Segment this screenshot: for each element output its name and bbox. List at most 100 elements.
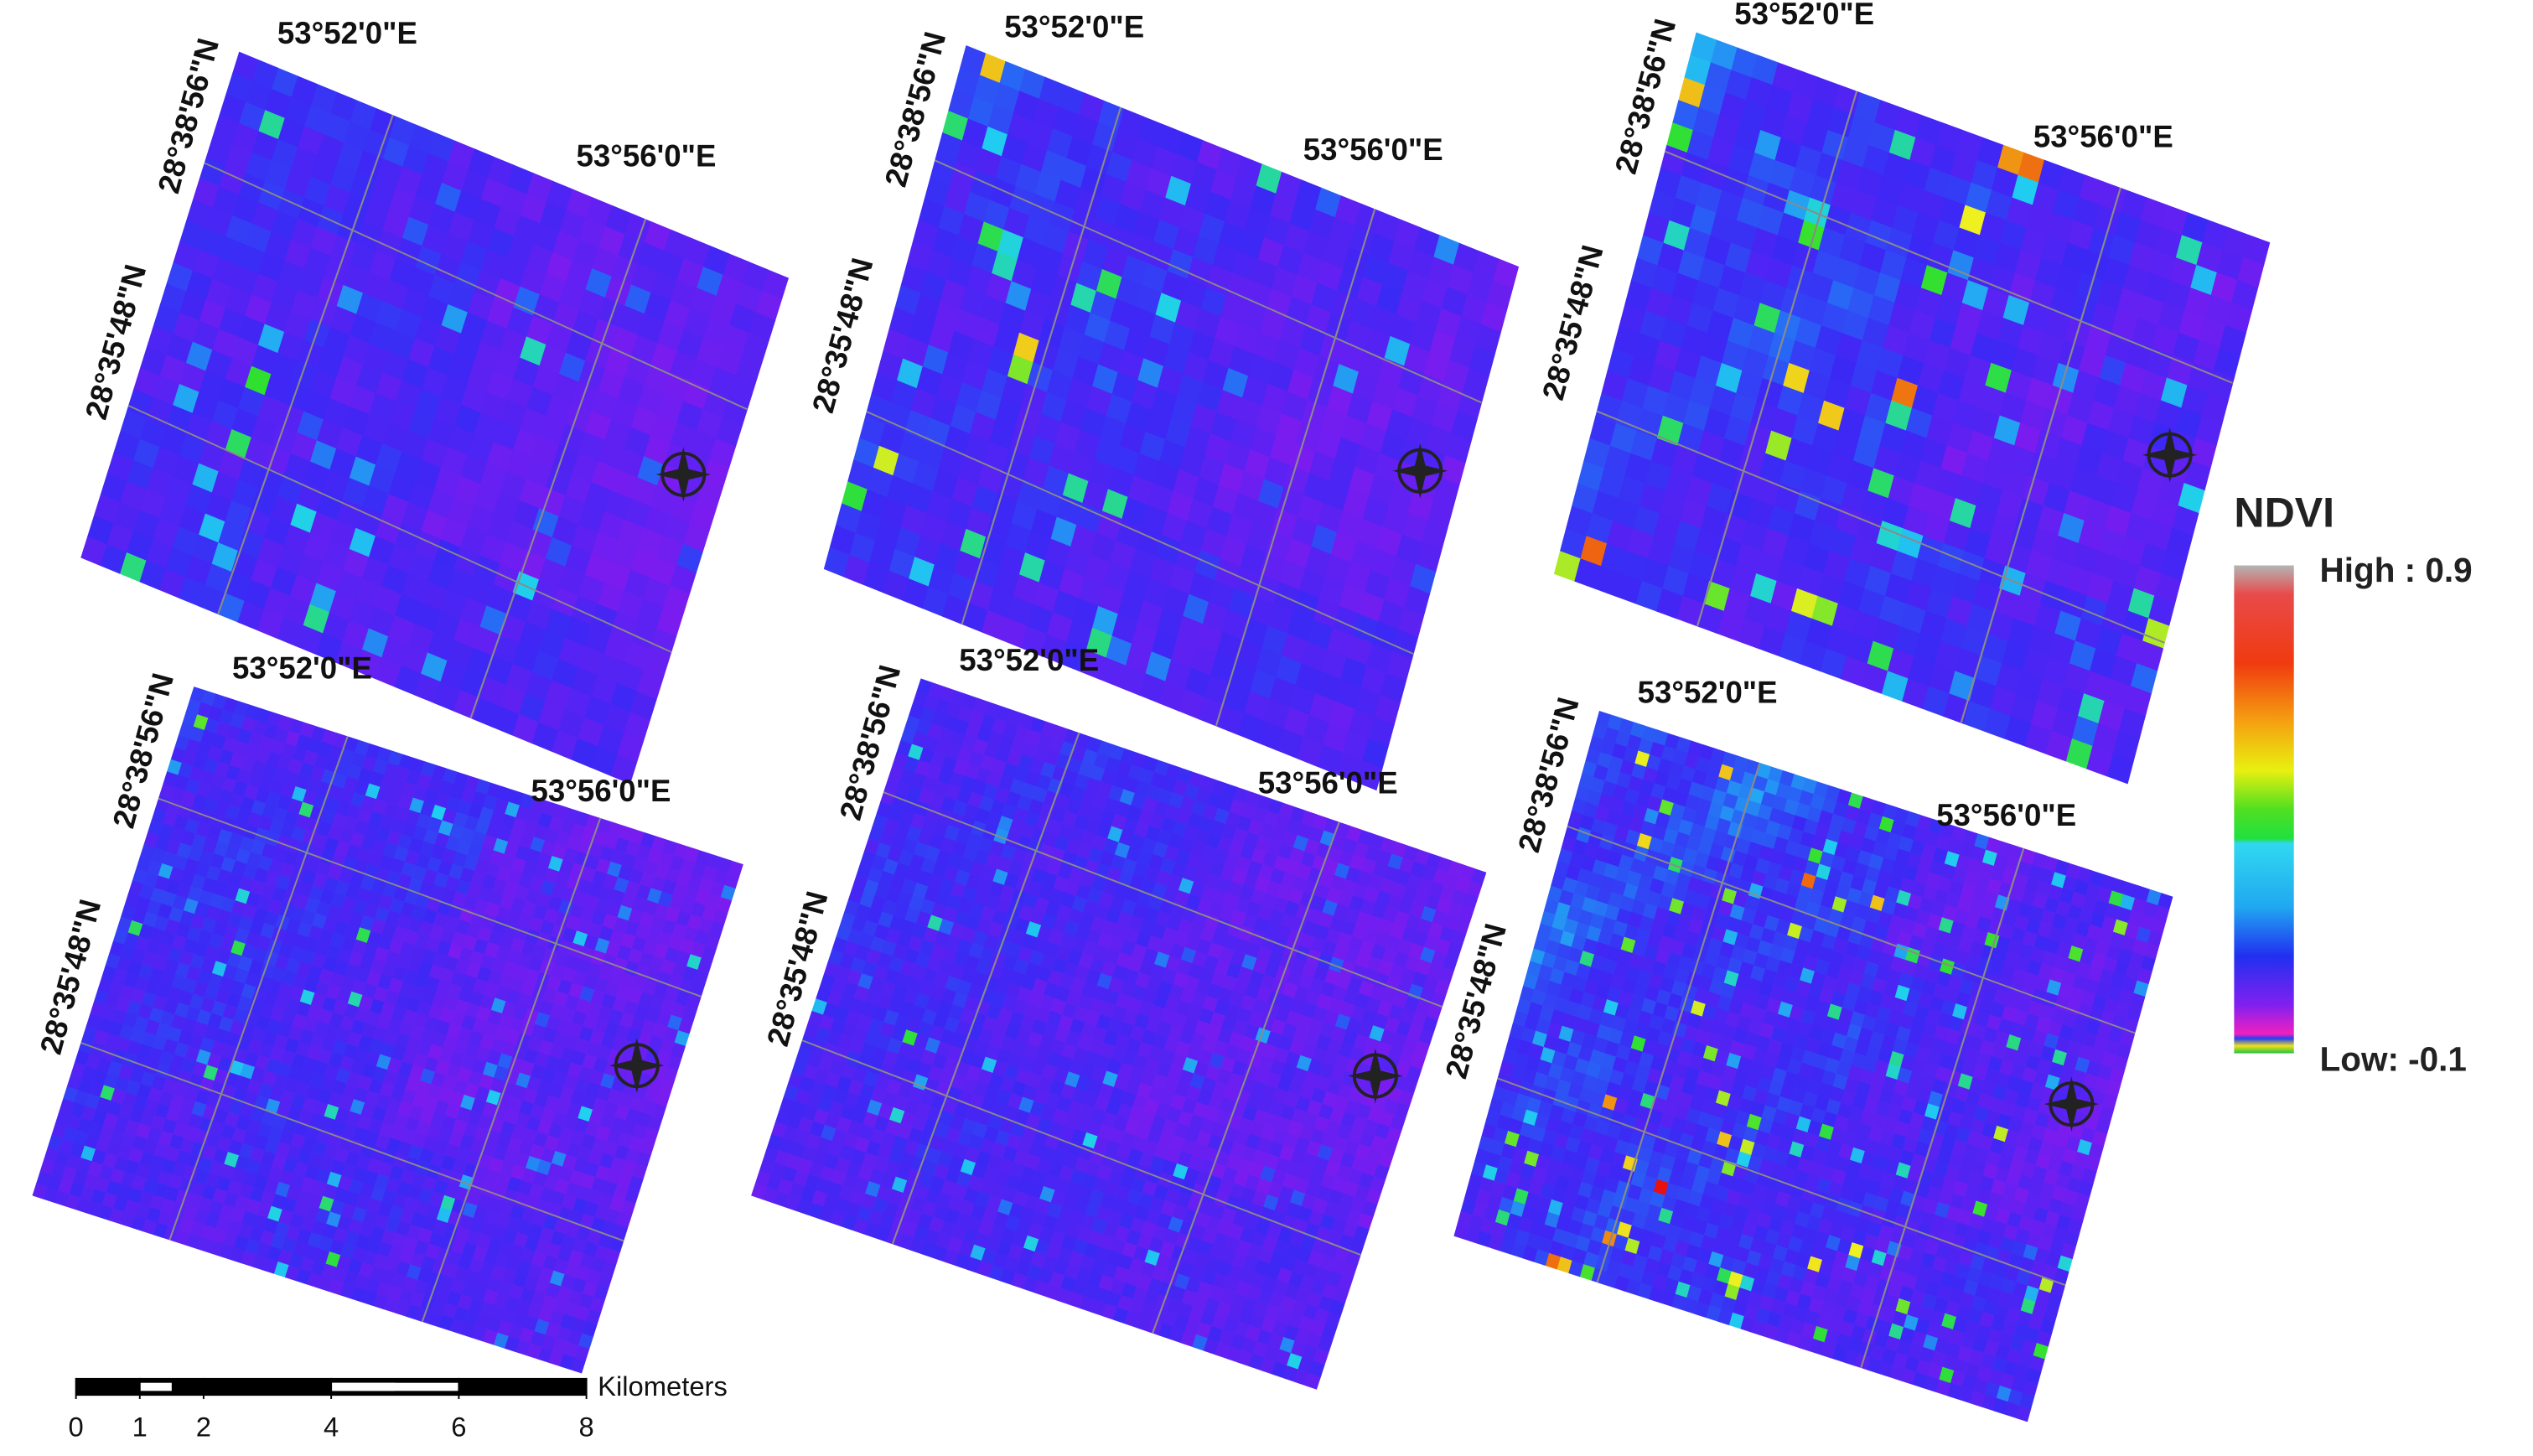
legend-low: Low: -0.1 — [2320, 1040, 2467, 1079]
map-pixel — [395, 237, 422, 268]
map-pixel — [578, 289, 606, 319]
map-pixel — [663, 371, 691, 402]
map-pixel — [460, 526, 488, 557]
map-pixel — [690, 288, 717, 318]
map-pixel — [290, 574, 317, 605]
map-pixel — [270, 495, 298, 526]
map-pixel — [407, 552, 435, 583]
map-pixel — [1257, 236, 1284, 268]
map-pixel — [212, 186, 240, 216]
map-pixel — [225, 72, 253, 103]
map-pixel — [505, 521, 533, 552]
map-pixel — [513, 215, 541, 245]
map-pixel — [630, 548, 658, 578]
map-pixel — [1094, 195, 1121, 226]
map-pixel — [179, 291, 206, 322]
map-pixel — [493, 491, 521, 522]
map-pixel — [1034, 172, 1061, 203]
map-pixel — [1013, 91, 1040, 122]
map-pixel — [591, 604, 619, 634]
map-pixel — [1184, 184, 1211, 215]
map-pixel — [257, 252, 285, 282]
map-pixel — [219, 236, 246, 267]
map-pixel — [1413, 226, 1440, 257]
map-pixel — [361, 628, 389, 658]
map-pixel — [388, 472, 416, 503]
map-pixel — [520, 194, 547, 224]
map-pixel — [676, 329, 704, 360]
map-pixel — [159, 497, 186, 527]
map-pixel — [1422, 278, 1448, 309]
map-pixel — [453, 404, 481, 435]
map-pixel — [440, 446, 468, 477]
map-pixel — [1135, 284, 1163, 315]
map-pixel — [520, 336, 546, 366]
map-pixel — [716, 345, 743, 376]
map-pixel — [310, 369, 337, 399]
map-pixel — [1437, 381, 1464, 412]
map-pixel — [224, 572, 251, 602]
map-pixel — [370, 108, 396, 138]
map-pixel — [979, 53, 1007, 84]
map-pixel — [394, 665, 422, 696]
map-pixel — [421, 510, 448, 540]
map-pixel — [467, 220, 495, 250]
map-pixel — [355, 293, 383, 323]
map-pixel — [630, 406, 658, 436]
map-pixel — [283, 310, 311, 341]
map-pixel — [179, 433, 206, 464]
coordinate-label: 28°35'48"N — [805, 254, 880, 416]
map-pixel — [611, 397, 639, 428]
map-pixel — [617, 661, 645, 692]
map-pixel — [526, 244, 553, 274]
map-pixel — [303, 461, 330, 492]
map-pixel — [1204, 191, 1231, 222]
map-pixel — [546, 251, 573, 282]
map-pixel — [1145, 168, 1172, 199]
map-pixel — [657, 321, 684, 352]
map-pixel — [702, 459, 730, 490]
map-pixel — [205, 492, 232, 522]
map-pixel — [473, 697, 500, 728]
map-pixel — [936, 132, 963, 163]
map-pixel — [277, 189, 305, 220]
map-pixel — [676, 543, 703, 574]
map-pixel — [376, 230, 403, 260]
map-pixel — [381, 565, 409, 595]
map-pixel — [158, 568, 186, 598]
map-pixel — [637, 242, 665, 272]
map-pixel — [1364, 328, 1391, 359]
map-pixel — [624, 284, 651, 314]
map-pixel — [453, 333, 481, 364]
map-pixel — [251, 345, 278, 375]
map-pixel — [159, 355, 187, 385]
map-pixel — [1180, 278, 1208, 309]
map-pixel — [355, 578, 382, 609]
map-pixel — [323, 398, 350, 428]
map-pixel — [179, 576, 206, 607]
graticule — [217, 114, 394, 614]
map-pixel — [440, 517, 468, 548]
map-pixel — [1028, 194, 1055, 225]
map-pixel — [918, 198, 945, 229]
map-pixel — [1435, 308, 1462, 339]
map-pixel — [1194, 308, 1221, 339]
coordinate-label: 28°35'48"N — [1536, 241, 1610, 403]
map-pixel — [598, 511, 625, 541]
map-pixel — [973, 75, 1001, 106]
map-pixel — [284, 168, 312, 199]
map-pixel — [1463, 367, 1489, 398]
map-pixel — [284, 96, 312, 127]
map-pixel — [558, 566, 586, 597]
map-pixel — [237, 600, 265, 631]
map-pixel — [257, 324, 285, 354]
map-pixel — [198, 584, 225, 615]
map-pixel — [993, 82, 1020, 113]
map-pixel — [272, 67, 298, 98]
map-pixel — [1291, 274, 1318, 305]
map-pixel — [263, 516, 291, 547]
map-pixel — [1056, 253, 1083, 284]
map-pixel — [670, 350, 697, 381]
map-pixel — [1396, 292, 1422, 324]
map-pixel — [480, 249, 508, 279]
